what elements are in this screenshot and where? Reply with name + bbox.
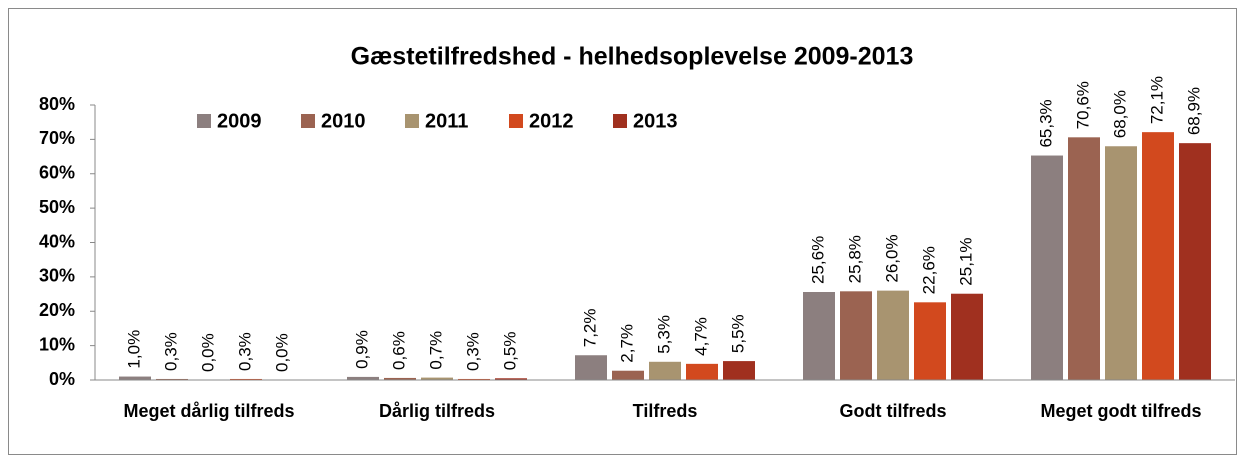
bar (421, 377, 453, 380)
legend-label: 2011 (425, 110, 468, 132)
data-label: 4,7% (691, 317, 710, 356)
data-label: 0,3% (161, 332, 180, 371)
bar (1142, 132, 1174, 380)
bar (1105, 146, 1137, 380)
bar (347, 376, 379, 380)
bar (649, 361, 681, 380)
data-label: 0,7% (426, 331, 445, 370)
legend-label: 2013 (633, 110, 678, 132)
data-label: 68,0% (1110, 90, 1129, 138)
bar (1068, 137, 1100, 380)
x-tick-label: Meget dårlig tilfreds (123, 401, 295, 421)
bar (803, 292, 835, 380)
data-label: 0,6% (389, 331, 408, 370)
data-label: 22,6% (919, 246, 938, 294)
bar (723, 361, 755, 380)
data-label: 5,3% (654, 315, 673, 354)
bar (686, 363, 718, 380)
bar (495, 378, 527, 380)
y-tick-label: 60% (39, 163, 75, 183)
bar (458, 378, 490, 380)
legend-label: 2010 (321, 110, 366, 132)
y-tick-label: 0% (49, 369, 75, 389)
bar (156, 378, 188, 380)
data-label: 72,1% (1147, 76, 1166, 124)
data-label: 0,5% (500, 332, 519, 371)
y-tick-label: 50% (39, 197, 75, 217)
legend-marker (613, 114, 627, 128)
data-label: 65,3% (1036, 99, 1055, 147)
bar (384, 377, 416, 380)
data-label: 25,6% (808, 236, 827, 284)
bar (119, 376, 151, 380)
y-tick-label: 20% (39, 300, 75, 320)
x-tick-label: Godt tilfreds (839, 401, 947, 421)
data-label: 25,8% (845, 235, 864, 283)
y-tick-label: 10% (39, 334, 75, 354)
data-label: 7,2% (580, 309, 599, 348)
y-tick-label: 30% (39, 266, 75, 286)
bar (840, 291, 872, 380)
legend-marker (197, 114, 211, 128)
data-label: 26,0% (882, 234, 901, 282)
y-tick-label: 80% (39, 94, 75, 114)
legend-label: 2009 (217, 110, 262, 132)
data-label: 25,1% (956, 238, 975, 286)
data-label: 70,6% (1073, 81, 1092, 129)
legend-marker (509, 114, 523, 128)
data-label: 1,0% (124, 330, 143, 369)
chart-title: Gæstetilfredshed - helhedsoplevelse 2009… (351, 43, 914, 71)
data-label: 68,9% (1184, 87, 1203, 135)
data-label: 5,5% (728, 314, 747, 353)
data-label: 0,9% (352, 330, 371, 369)
bar (1179, 143, 1211, 380)
data-label: 0,0% (198, 333, 217, 372)
data-label: 0,0% (272, 333, 291, 372)
data-label: 0,3% (463, 332, 482, 371)
y-tick-label: 40% (39, 231, 75, 251)
bar (1031, 155, 1063, 380)
legend-marker (405, 114, 419, 128)
data-label: 2,7% (617, 324, 636, 363)
y-tick-label: 70% (39, 128, 75, 148)
legend-label: 2012 (529, 110, 574, 132)
bar (612, 370, 644, 380)
bar (877, 290, 909, 380)
bar (230, 378, 262, 380)
x-tick-label: Meget godt tilfreds (1040, 401, 1202, 421)
bar (914, 302, 946, 380)
data-label: 0,3% (235, 332, 254, 371)
bar (951, 293, 983, 380)
legend-marker (301, 114, 315, 128)
x-tick-label: Tilfreds (632, 401, 698, 421)
bar (575, 355, 607, 380)
x-tick-label: Dårlig tilfreds (378, 401, 496, 421)
